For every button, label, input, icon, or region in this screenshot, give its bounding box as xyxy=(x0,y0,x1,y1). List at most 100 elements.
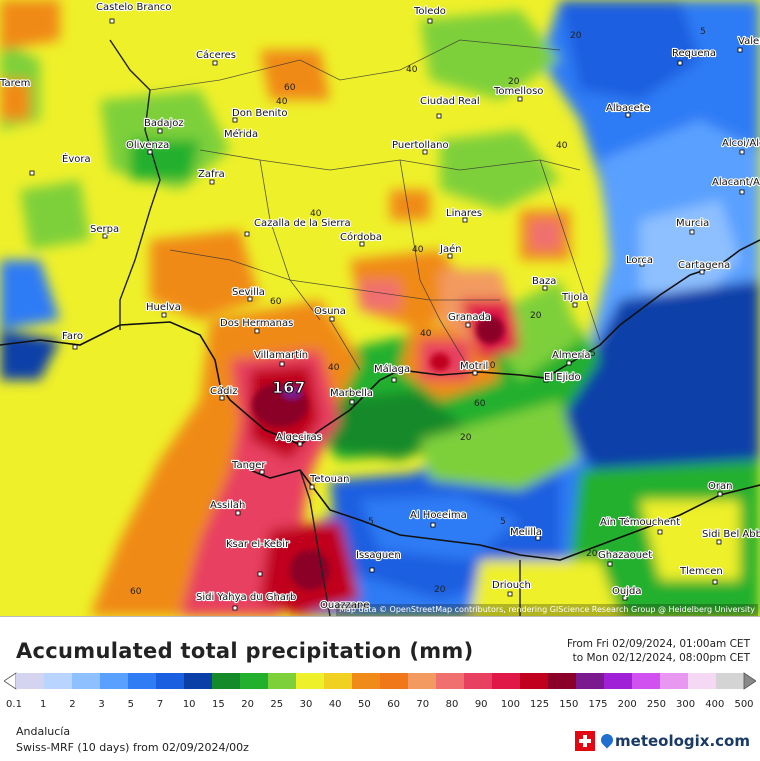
city-label: Puertollano xyxy=(392,140,449,151)
legend-color-cell xyxy=(128,673,157,689)
legend-tick-label: 5 xyxy=(127,699,134,710)
map-attribution: Map data © OpenStreetMap contributors, r… xyxy=(336,604,758,616)
legend-color-cell xyxy=(604,673,633,689)
contour-label: 5 xyxy=(590,349,596,359)
city-label: Tomelloso xyxy=(493,86,543,97)
legend-tick-label: 15 xyxy=(212,699,225,710)
city-label: Granada xyxy=(448,312,491,323)
city-markers xyxy=(29,18,745,611)
brand-name: meteologix.com xyxy=(615,732,750,750)
city-label: Murcia xyxy=(676,218,709,229)
contour-label: 40 xyxy=(412,245,424,255)
city-label: Dos Hermanas xyxy=(220,318,293,329)
contour-label: 20 xyxy=(508,77,520,87)
legend-color-cell xyxy=(548,673,577,689)
swiss-flag-icon xyxy=(575,731,596,751)
contour-label: 60 xyxy=(270,297,282,307)
city-label: Albacete xyxy=(606,103,650,114)
city-label: Al Hoceima xyxy=(410,510,467,521)
city-label: Olivenza xyxy=(126,140,169,151)
city-label: Lorca xyxy=(626,255,653,266)
legend-ticks: 0.1 1 2 3 5 7 10 15 20 25 30 40 50 60 70 80 90 100 125 150 1… xyxy=(6,699,754,713)
map-canvas: 20 40 60 40 5 20 40 40 40 60 20 40 5 40 … xyxy=(0,0,760,616)
city-label: Cáceres xyxy=(196,49,236,61)
city-label: Baza xyxy=(532,276,556,287)
legend-tick-label: 125 xyxy=(530,699,550,710)
city-label: Castelo Branco xyxy=(96,2,172,13)
contour-label: 40 xyxy=(556,141,568,151)
legend-color-cell xyxy=(660,673,689,689)
city-label: Zafra xyxy=(198,169,225,180)
city-label: Oran xyxy=(708,481,732,492)
city-label: Toledo xyxy=(413,6,446,17)
forecast-period: From Fri 02/09/2024, 01:00am CET to Mon … xyxy=(567,637,750,665)
city-label: Jaén xyxy=(439,243,462,255)
city-label: Córdoba xyxy=(340,231,382,243)
legend-tick-label: 90 xyxy=(474,699,488,710)
legend-left-arrow xyxy=(4,672,17,690)
brand-logo[interactable]: meteologix.com xyxy=(598,731,750,750)
legend-cells xyxy=(16,673,745,689)
city-label: Badajoz xyxy=(144,118,184,129)
legend-color-cell xyxy=(72,673,101,689)
legend-right-arrow xyxy=(743,672,756,690)
legend-color-cell xyxy=(408,673,437,689)
legend-tick-label: 2 xyxy=(69,699,76,710)
brand-area[interactable]: meteologix.com xyxy=(575,731,750,751)
legend-tick-label: 40 xyxy=(328,699,342,710)
city-label: Osuna xyxy=(314,306,346,317)
legend-tick-label: 1 xyxy=(40,699,47,710)
legend-color-cell xyxy=(576,673,605,689)
contour-label: 10 xyxy=(484,361,496,371)
city-label: Tlemcen xyxy=(679,566,723,577)
legend-tick-label: 20 xyxy=(241,699,254,710)
city-label: Cádiz xyxy=(210,385,238,397)
legend-color-cell xyxy=(324,673,353,689)
city-label: Aïn Témouchent xyxy=(600,516,680,528)
legend-color-cell xyxy=(688,673,717,689)
city-label: Ksar el-Kebir xyxy=(226,539,290,550)
city-label: Almería xyxy=(552,349,591,361)
contour-label: 60 xyxy=(474,399,486,409)
contour-label: 40 xyxy=(276,97,288,107)
contour-label: 20 xyxy=(570,31,582,41)
legend-tick-label: 80 xyxy=(445,699,459,710)
contour-label: 5 xyxy=(368,517,374,527)
city-label: Alcoi/Alcoy xyxy=(722,138,760,149)
city-label: Villamartín xyxy=(254,349,308,361)
legend-color-cell xyxy=(352,673,381,689)
city-label: Sidi Bel Abbès xyxy=(702,528,760,540)
contour-labels: 20 40 60 40 5 20 40 40 40 60 20 40 5 40 … xyxy=(130,27,706,597)
city-label: Alacant/Alicante xyxy=(712,177,760,188)
legend-tick-label: 250 xyxy=(646,699,666,710)
province-borders xyxy=(149,39,601,371)
city-label: Tanger xyxy=(231,460,266,471)
city-label: Marbella xyxy=(330,388,373,399)
legend-tick-label: 70 xyxy=(416,699,430,710)
period-to: to Mon 02/12/2024, 08:00pm CET xyxy=(572,652,750,664)
legend-color-cell xyxy=(296,673,325,689)
city-label: Cazalla de la Sierra xyxy=(254,218,351,229)
legend-color-cell xyxy=(44,673,73,689)
city-label: Driouch xyxy=(492,580,531,591)
contour-label: 20 xyxy=(434,585,446,595)
contour-label: 5 xyxy=(700,27,706,37)
peak-value-label: 167 xyxy=(272,378,305,397)
city-label: Motril xyxy=(460,361,488,372)
legend-tick-label: 3 xyxy=(98,699,105,710)
precipitation-map[interactable]: 20 40 60 40 5 20 40 40 40 60 20 40 5 40 … xyxy=(0,0,760,616)
precip-field xyxy=(0,0,760,616)
city-label: Linares xyxy=(446,208,482,219)
city-label: Ouazzane xyxy=(320,600,369,611)
coastline xyxy=(0,239,760,561)
legend-color-cell xyxy=(464,673,493,689)
city-label: Cartagena xyxy=(678,260,730,271)
city-label: Mérida xyxy=(224,128,258,140)
region-name: Andalucía xyxy=(16,725,71,738)
city-label: Algeciras xyxy=(276,432,322,443)
legend-tick-label: 175 xyxy=(588,699,608,710)
contour-label: 40 xyxy=(310,209,322,219)
legend-color-cell xyxy=(100,673,129,689)
legend-tick-label: 100 xyxy=(500,699,520,710)
city-label: Ghazaouet xyxy=(598,550,652,561)
